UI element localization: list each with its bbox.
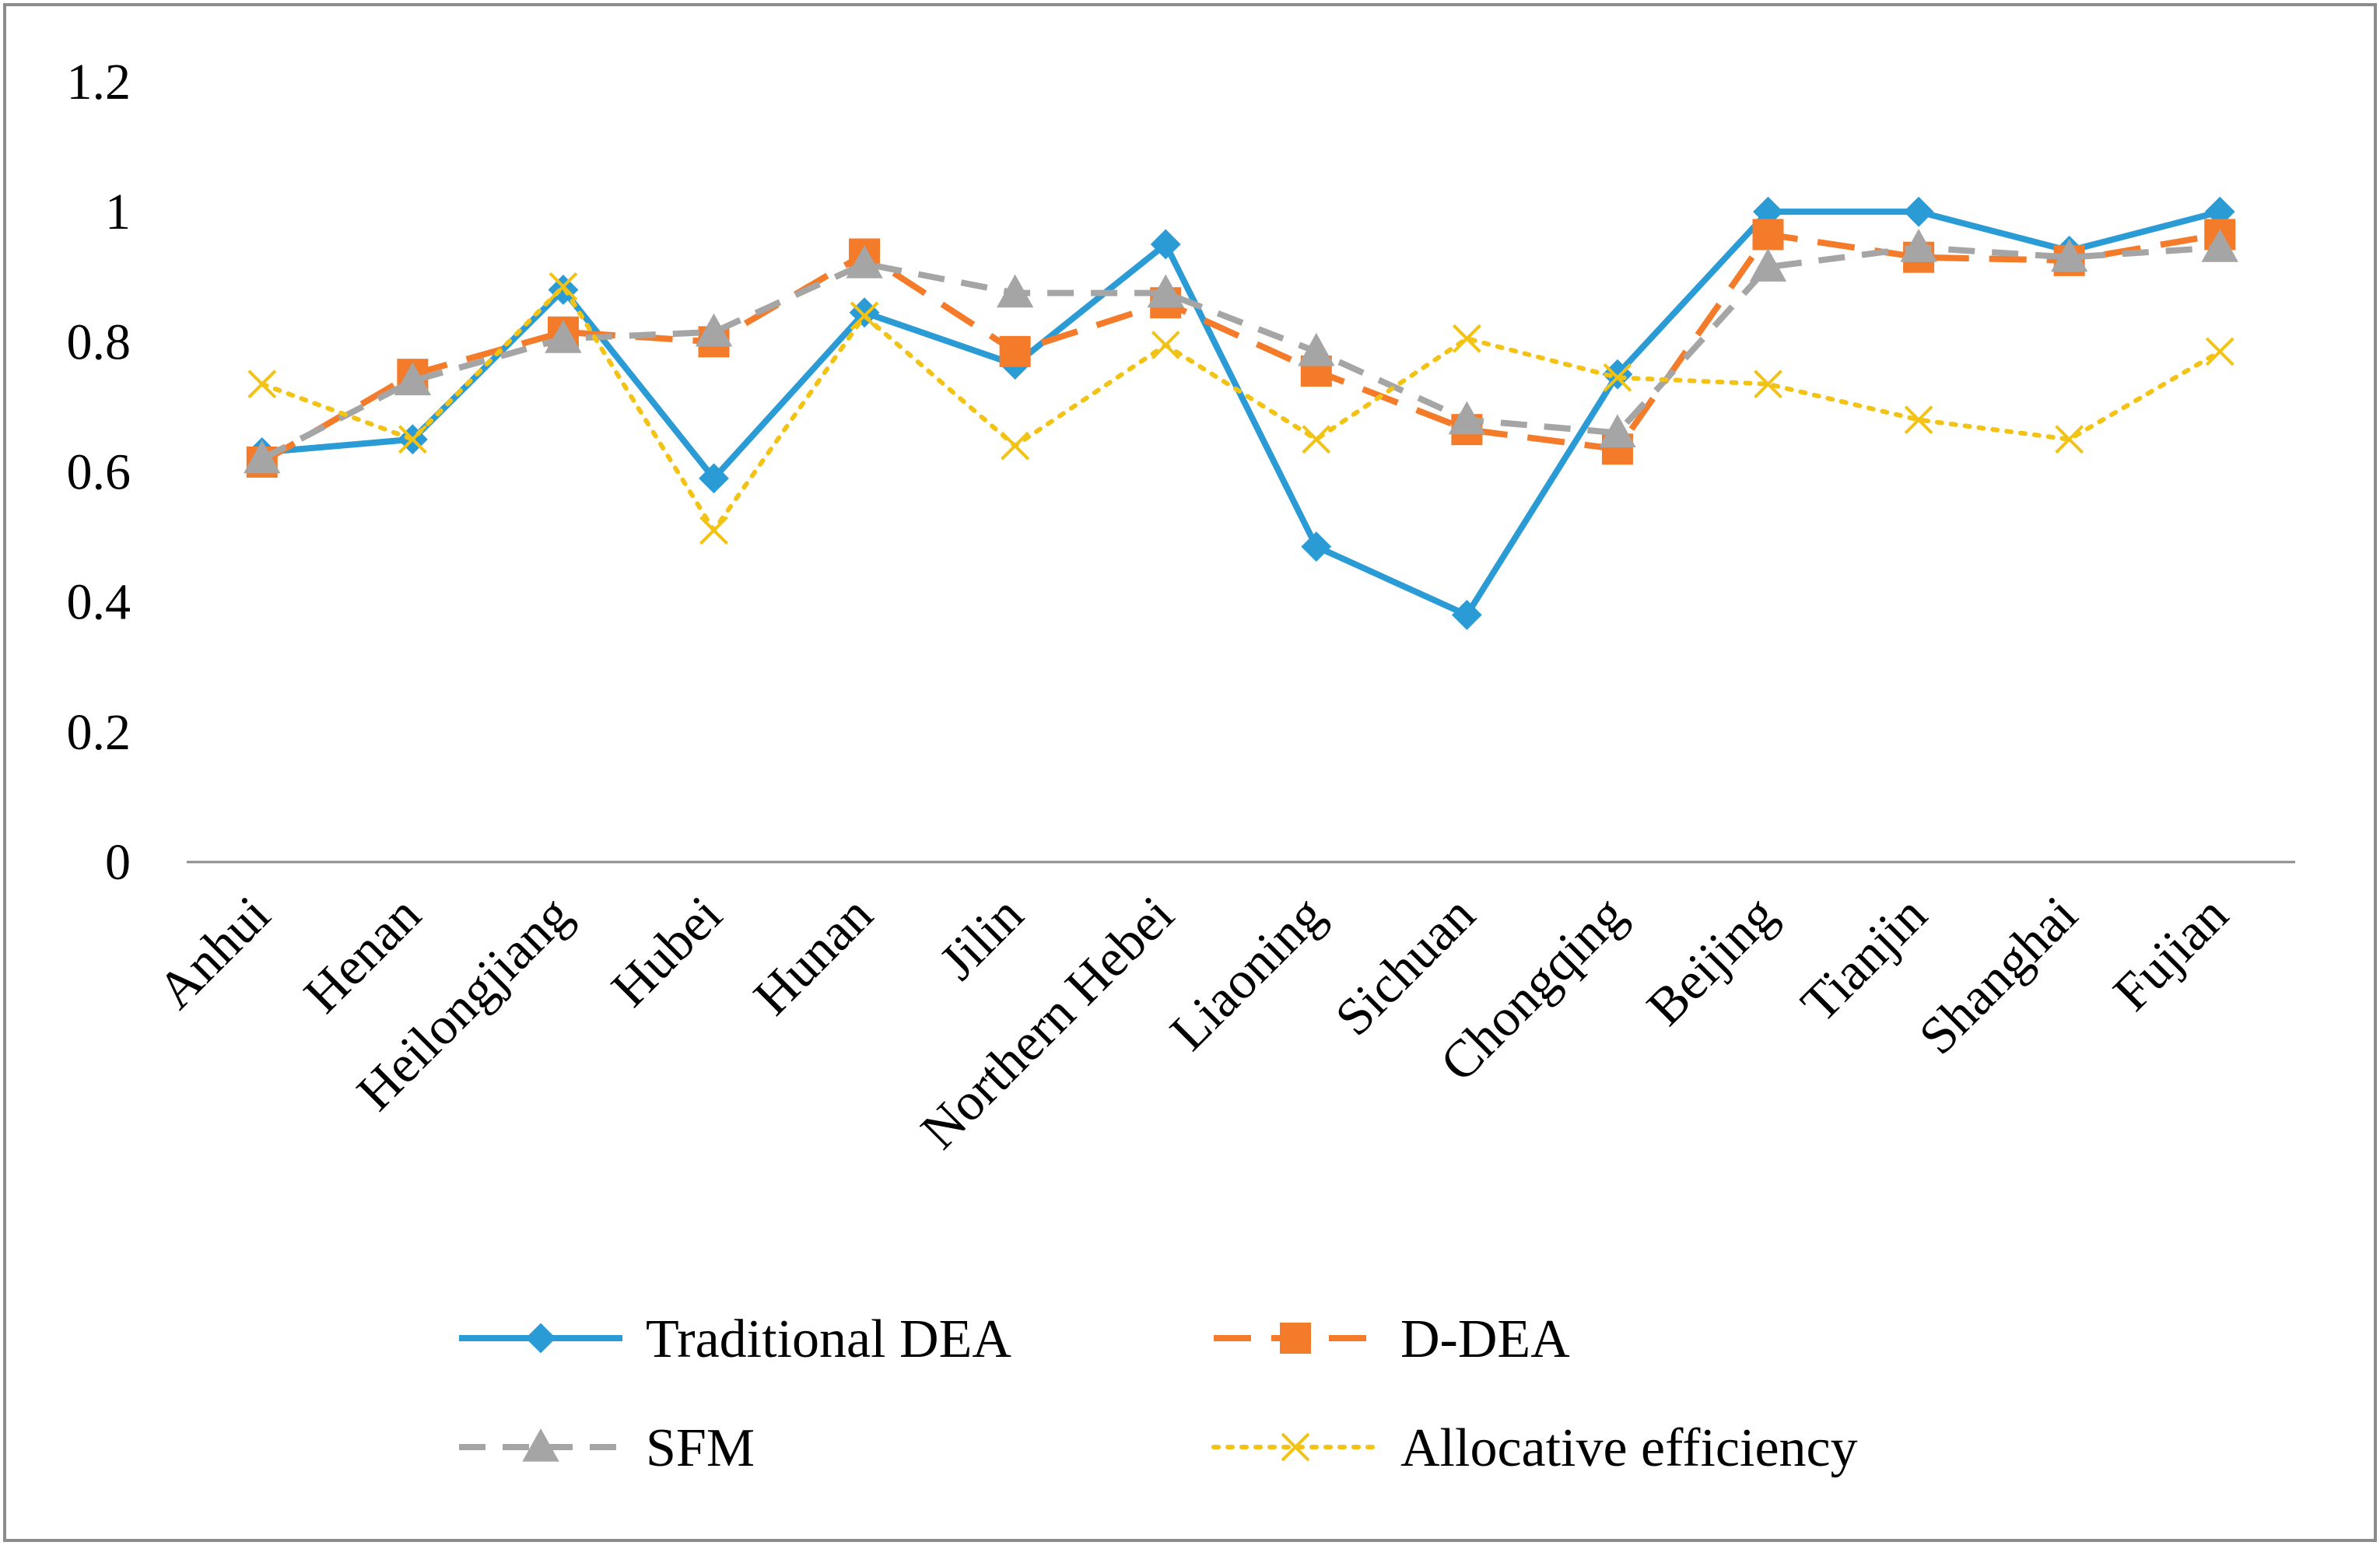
data-point-allocative-efficiency-tianjin	[1904, 405, 1933, 435]
data-point-allocative-efficiency-beijing	[1754, 370, 1782, 399]
legend: Traditional DEA D-DEA SFM Allocative effici…	[459, 1309, 1858, 1478]
legend-marker-triangle	[522, 1428, 559, 1462]
legend-marker-diamond	[525, 1323, 556, 1354]
data-point-sfm-sichuan	[1448, 401, 1486, 435]
y-tick-label: 0.8	[67, 314, 131, 370]
data-point-sfm-chongqing	[1599, 414, 1636, 447]
chart-border	[3, 3, 2377, 1542]
data-point-traditional-dea-tianjin	[1903, 196, 1934, 227]
series-line-d-dea	[260, 231, 2221, 465]
data-point-allocative-efficiency-liaoning	[1302, 425, 1331, 454]
series-allocative-efficiency	[247, 272, 2235, 545]
legend-label: D-DEA	[1400, 1309, 1570, 1369]
series-line-allocative-efficiency	[259, 284, 2223, 533]
legend-label: SFM	[646, 1418, 755, 1478]
series-layer	[244, 196, 2238, 630]
legend-item-traditional-dea: Traditional DEA	[459, 1309, 1011, 1369]
legend-label: Traditional DEA	[646, 1309, 1011, 1369]
data-point-allocative-efficiency-heilongjiang	[549, 272, 578, 301]
data-point-allocative-efficiency-hubei	[699, 516, 728, 545]
data-point-sfm-beijing	[1749, 248, 1787, 282]
y-tick-label: 0	[105, 834, 131, 891]
series-line-traditional-dea	[261, 209, 2221, 619]
y-tick-label: 0.4	[67, 574, 131, 631]
data-point-sfm-northern-hebei	[1147, 274, 1184, 308]
y-tick-label: 0.2	[67, 704, 131, 761]
legend-item-sfm: SFM	[459, 1418, 755, 1478]
data-point-sfm-shanghai	[2050, 238, 2088, 272]
data-point-allocative-efficiency-fujian	[2205, 337, 2235, 366]
data-point-sfm-hunan	[846, 244, 883, 279]
y-tick-label: 1	[105, 184, 131, 240]
data-point-allocative-efficiency-shanghai	[2055, 425, 2084, 454]
data-point-traditional-dea-hubei	[699, 463, 729, 494]
data-point-d-dea-jilin	[999, 335, 1031, 367]
legend-item-d-dea: D-DEA	[1214, 1309, 1570, 1369]
data-point-sfm-fujian	[2201, 229, 2238, 262]
data-point-allocative-efficiency-jilin	[1001, 431, 1030, 461]
data-point-sfm-henan	[394, 362, 432, 396]
data-point-traditional-dea-liaoning	[1301, 531, 1332, 562]
legend-marker-square	[1280, 1323, 1311, 1354]
data-point-sfm-hubei	[695, 313, 733, 347]
data-point-sfm-jilin	[996, 274, 1034, 308]
data-point-allocative-efficiency-northern-hebei	[1151, 331, 1180, 359]
data-point-allocative-efficiency-chongqing	[1603, 363, 1632, 392]
data-point-sfm-liaoning	[1298, 332, 1335, 366]
data-point-sfm-anhui	[244, 440, 281, 474]
data-point-traditional-dea-sichuan	[1451, 599, 1482, 630]
y-tick-label: 0.6	[67, 444, 131, 501]
legend-item-allocative-efficiency: Allocative efficiency	[1211, 1418, 1858, 1478]
series-line-sfm	[260, 244, 2221, 462]
data-point-allocative-efficiency-sichuan	[1452, 324, 1481, 353]
data-point-allocative-efficiency-anhui	[247, 370, 277, 399]
data-point-allocative-efficiency-henan	[398, 425, 427, 454]
series-sfm	[244, 229, 2238, 474]
data-point-traditional-dea-northern-hebei	[1150, 229, 1181, 260]
data-point-sfm-tianjin	[1900, 229, 1937, 262]
legend-marker-x	[1281, 1432, 1310, 1462]
data-point-sfm-heilongjiang	[545, 320, 582, 353]
data-point-d-dea-beijing	[1752, 219, 1784, 251]
data-point-allocative-efficiency-hunan	[850, 301, 879, 331]
legend-label: Allocative efficiency	[1400, 1418, 1858, 1478]
y-tick-label: 1.2	[67, 54, 131, 110]
